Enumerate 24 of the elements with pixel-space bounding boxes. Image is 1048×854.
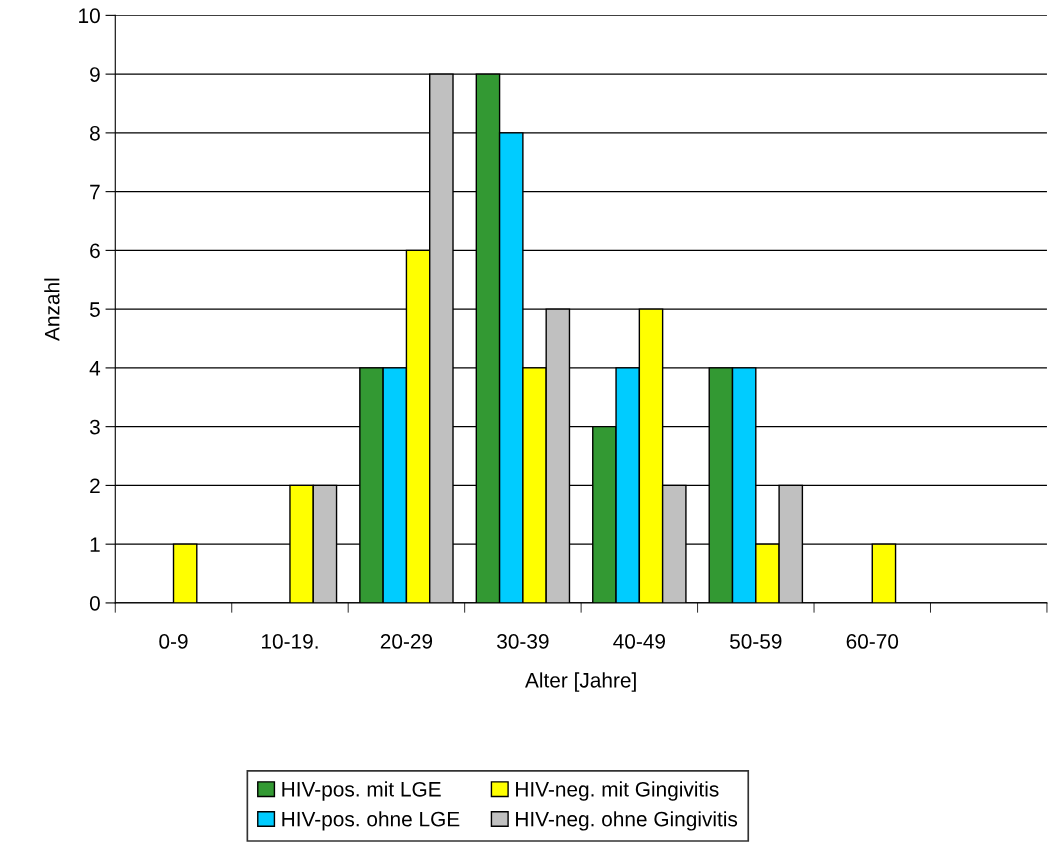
x-axis-title: Alter [Jahre] — [525, 672, 636, 692]
x-tick-label: 30-39 — [497, 634, 549, 649]
legend-label: HIV-pos. ohne LGE — [282, 811, 460, 831]
y-tick-label: 8 — [90, 125, 100, 141]
y-tick-label: 4 — [89, 361, 101, 376]
x-tick-label: 20-29 — [380, 634, 433, 649]
x-tick-label: 40-49 — [613, 634, 665, 649]
x-tick-label: 10-19. — [262, 634, 318, 649]
y-tick-label: 6 — [90, 243, 100, 259]
y-axis-title: Anzahl — [44, 278, 60, 341]
y-tick-label: 1 — [90, 537, 100, 552]
y-tick-label: 10 — [79, 8, 100, 24]
legend-label: HIV-neg. ohne Gingivitis — [516, 811, 738, 831]
y-tick-label: 2 — [90, 478, 100, 493]
y-tick-label: 3 — [89, 419, 100, 435]
y-tick-label: 9 — [90, 67, 100, 82]
x-tick-label: 60-70 — [846, 634, 899, 649]
y-tick-label: 0 — [89, 595, 100, 611]
y-tick-label: 5 — [89, 302, 100, 317]
legend-label: HIV-neg. mit Gingivitis — [516, 781, 719, 801]
y-tick-label: 7 — [90, 184, 100, 200]
legend-label: HIV-pos. mit LGE — [282, 781, 441, 801]
x-tick-label: 50-59 — [730, 634, 782, 649]
x-tick-label: 0-9 — [159, 634, 188, 649]
